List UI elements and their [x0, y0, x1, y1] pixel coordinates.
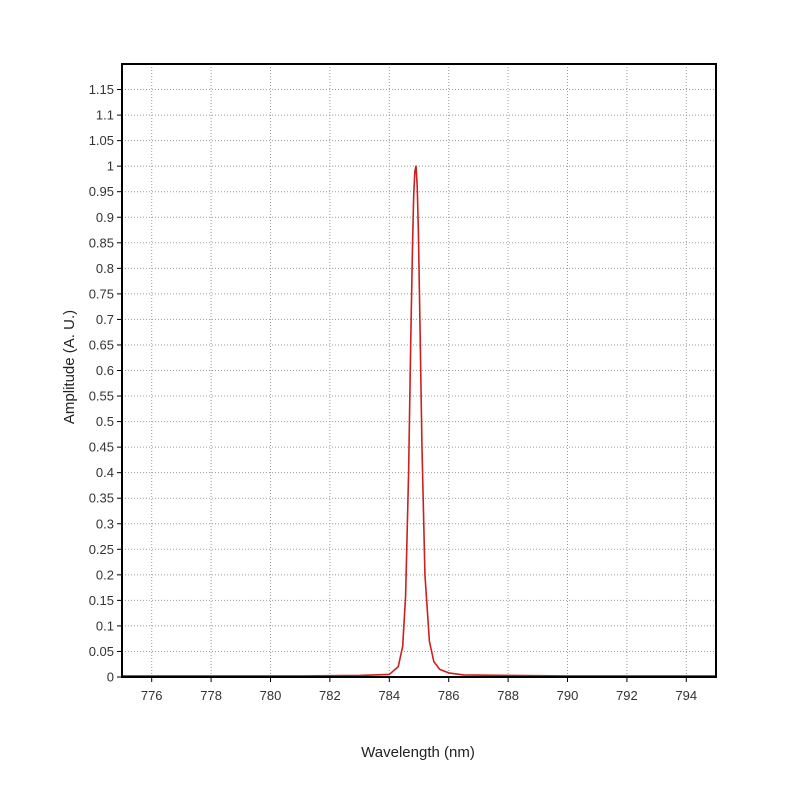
y-tick-label: 0.45: [89, 440, 114, 455]
grid: [122, 64, 716, 677]
y-tick-label: 0.1: [96, 618, 114, 633]
y-tick-label: 0.8: [96, 261, 114, 276]
x-axis-title: Wavelength (nm): [361, 744, 475, 761]
y-tick-label: 0: [107, 670, 114, 685]
y-tick-label: 0.35: [89, 491, 114, 506]
series-line: [122, 165, 716, 677]
y-tick-label: 0.05: [89, 644, 114, 659]
y-tick-label: 0.2: [96, 567, 114, 582]
y-tick-label: 1.05: [89, 133, 114, 148]
y-tick-label: 0.95: [89, 184, 114, 199]
y-tick-label: 0.65: [89, 337, 114, 352]
y-tick-label: 0.7: [96, 312, 114, 327]
y-tick-label: 0.3: [96, 516, 114, 531]
x-tick-label: 776: [141, 688, 163, 703]
y-tick-label: 0.9: [96, 210, 114, 225]
y-tick-label: 1.1: [96, 108, 114, 123]
y-tick-label: 0.15: [89, 593, 114, 608]
x-tick-label: 780: [260, 688, 282, 703]
y-tick-label: 0.5: [96, 414, 114, 429]
x-axis-ticks: 776 778 780 782 784 786 788 790 792 794: [141, 677, 697, 703]
y-tick-label: 1: [107, 159, 114, 174]
y-tick-label: 0.75: [89, 286, 114, 301]
x-tick-label: 790: [557, 688, 579, 703]
y-tick-label: 0.25: [89, 542, 114, 557]
x-tick-label: 778: [200, 688, 222, 703]
x-tick-label: 792: [616, 688, 638, 703]
y-tick-label: 0.55: [89, 389, 114, 404]
x-tick-label: 786: [438, 688, 460, 703]
y-tick-label: 0.6: [96, 363, 114, 378]
x-tick-label: 784: [378, 688, 400, 703]
x-tick-label: 788: [497, 688, 519, 703]
y-tick-label: 0.4: [96, 465, 114, 480]
y-axis-ticks: 0 0.05 0.1 0.15 0.2 0.25 0.3 0.35 0.4 0.45 0.5 0.55…: [89, 82, 122, 685]
y-tick-label: 1.15: [89, 82, 114, 97]
x-tick-label: 794: [675, 688, 697, 703]
y-axis-title: Amplitude (A. U.): [61, 310, 78, 424]
y-tick-label: 0.85: [89, 235, 114, 250]
x-tick-label: 782: [319, 688, 341, 703]
series-layer: [122, 165, 716, 677]
